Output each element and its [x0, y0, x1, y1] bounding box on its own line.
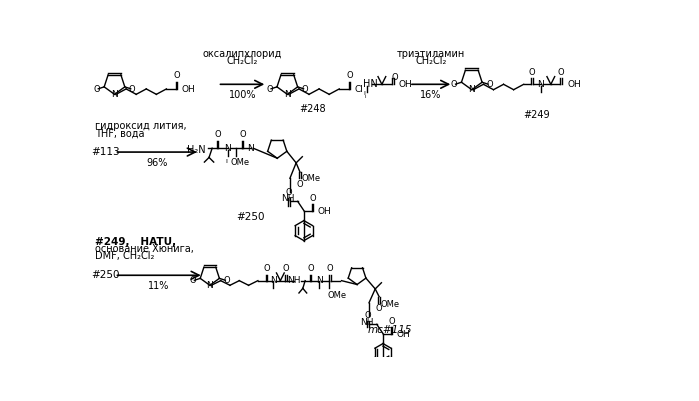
Text: O: O [346, 71, 352, 81]
Text: NH: NH [360, 318, 373, 327]
Text: O: O [529, 68, 535, 77]
Text: триэтиламин: триэтиламин [396, 49, 465, 59]
Text: O: O [129, 85, 136, 94]
Text: mc#115: mc#115 [368, 325, 412, 335]
Text: N: N [206, 281, 213, 290]
Text: H₂N: H₂N [187, 145, 206, 155]
Text: NH: NH [281, 194, 294, 203]
Text: N: N [270, 276, 277, 285]
Text: N: N [538, 80, 544, 89]
Text: ı: ı [225, 158, 227, 164]
Text: N: N [111, 90, 118, 99]
Text: O: O [266, 85, 273, 94]
Text: CH₂Cl₂: CH₂Cl₂ [415, 56, 447, 66]
Text: 96%: 96% [146, 158, 168, 168]
Text: O: O [326, 264, 333, 273]
Text: O: O [239, 130, 245, 139]
Text: O: O [189, 276, 196, 285]
Text: Cl: Cl [355, 85, 363, 94]
Text: O: O [392, 73, 398, 82]
Text: OMe: OMe [231, 158, 250, 167]
Text: #248: #248 [298, 103, 326, 113]
Text: OH: OH [397, 330, 411, 339]
Text: DMF, CH₂Cl₂: DMF, CH₂Cl₂ [95, 251, 154, 261]
Text: O: O [558, 68, 564, 77]
Text: N: N [247, 144, 254, 153]
Text: O: O [451, 80, 457, 89]
Text: O: O [215, 130, 221, 139]
Text: ı: ı [363, 91, 366, 97]
Text: NH: NH [287, 276, 301, 285]
Text: ı: ı [365, 94, 366, 99]
Text: OMe: OMe [328, 291, 347, 300]
Text: O: O [365, 311, 372, 320]
Text: O: O [263, 264, 270, 273]
Text: OH: OH [567, 80, 581, 89]
Text: O: O [308, 264, 314, 273]
Text: O: O [173, 71, 180, 81]
Text: N: N [284, 90, 291, 99]
Text: O: O [376, 304, 382, 313]
Text: оксалипхлорид: оксалипхлорид [203, 49, 282, 59]
Text: O: O [486, 80, 493, 89]
Text: OH: OH [399, 80, 412, 89]
Text: 100%: 100% [229, 91, 256, 101]
Text: CH₂Cl₂: CH₂Cl₂ [226, 56, 258, 66]
Text: THF, вода: THF, вода [95, 128, 145, 138]
Text: O: O [296, 180, 303, 189]
Text: #250: #250 [236, 212, 264, 222]
Text: #250: #250 [92, 270, 120, 280]
Text: 11%: 11% [148, 282, 169, 292]
Text: N: N [316, 276, 322, 285]
Text: 16%: 16% [420, 91, 441, 101]
Text: #249,   HATU,: #249, HATU, [95, 237, 176, 247]
Text: O: O [309, 194, 316, 203]
Text: O: O [388, 317, 395, 326]
Text: #249: #249 [524, 110, 550, 120]
Text: N: N [468, 85, 475, 94]
Text: OMe: OMe [301, 174, 321, 183]
Text: OH: OH [182, 85, 196, 94]
Text: O: O [302, 85, 308, 94]
Text: O: O [286, 188, 292, 197]
Text: #113: #113 [92, 147, 120, 157]
Text: N: N [224, 144, 231, 153]
Text: гидроксид лития,: гидроксид лития, [95, 121, 187, 131]
Text: OMe: OMe [381, 300, 400, 309]
Text: HN: HN [363, 79, 377, 89]
Text: O: O [282, 264, 289, 273]
Text: O: O [94, 85, 100, 94]
Text: O: O [224, 276, 230, 285]
Text: основание Хюнига,: основание Хюнига, [95, 244, 194, 254]
Text: OH: OH [318, 207, 331, 216]
